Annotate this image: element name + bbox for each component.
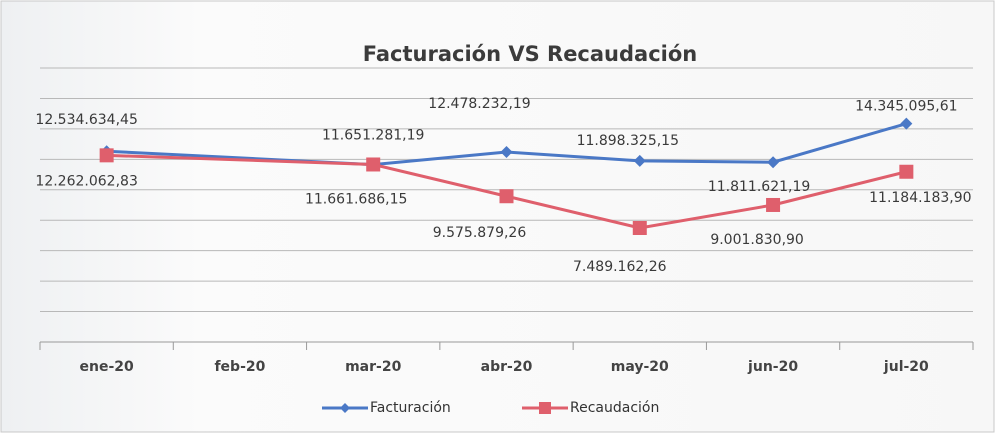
- marker: [766, 197, 781, 212]
- marker: [632, 220, 647, 235]
- data-label: 9.001.830,90: [710, 232, 804, 248]
- legend-label: Recaudación: [570, 400, 659, 416]
- legend-marker: [340, 403, 350, 413]
- marker: [499, 189, 514, 204]
- x-tick-label: jul-20: [883, 359, 929, 375]
- marker: [767, 156, 780, 169]
- x-tick-label: abr-20: [481, 359, 533, 375]
- data-label: 12.262.062,83: [35, 173, 137, 189]
- x-tick-label: ene-20: [80, 359, 135, 375]
- legend-label: Facturación: [370, 400, 451, 416]
- legend-marker: [539, 402, 551, 414]
- gap-bridge: [106, 153, 374, 166]
- marker: [366, 157, 381, 172]
- x-tick-label: jun-20: [747, 359, 798, 375]
- marker: [99, 148, 114, 163]
- marker: [899, 164, 914, 179]
- data-label: 11.898.325,15: [577, 133, 679, 149]
- data-label: 9.575.879,26: [433, 225, 527, 241]
- x-tick-label: may-20: [611, 359, 669, 375]
- marker: [500, 146, 513, 159]
- x-tick-label: feb-20: [214, 359, 265, 375]
- marker: [900, 117, 913, 130]
- data-label: 14.345.095,61: [855, 99, 957, 115]
- data-label: 11.811.621,19: [708, 179, 810, 195]
- x-tick-label: mar-20: [345, 359, 401, 375]
- data-label: 7.489.162,26: [573, 259, 667, 275]
- chart-title: Facturación VS Recaudación: [363, 42, 697, 66]
- data-label: 12.534.634,45: [35, 112, 137, 128]
- data-label: 11.184.183,90: [869, 190, 971, 206]
- data-label: 11.651.281,19: [322, 128, 424, 144]
- data-label: 12.478.232,19: [428, 96, 530, 112]
- marker: [633, 154, 646, 167]
- data-label: 11.661.686,15: [305, 191, 407, 207]
